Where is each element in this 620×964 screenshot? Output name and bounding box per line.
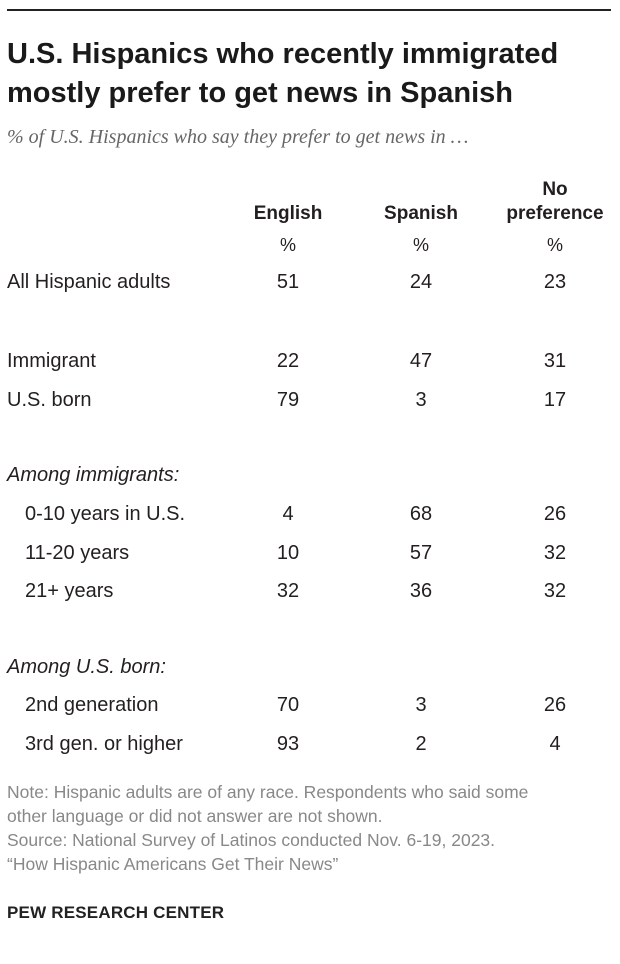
row-label: 11-20 years [25, 542, 130, 564]
cell-english: 10 [276, 542, 300, 564]
chart-title: U.S. Hispanics who recently immigrated m… [7, 38, 559, 109]
cell-spanish: 47 [409, 350, 433, 372]
cell-no-preference: 32 [543, 542, 567, 564]
cell-spanish: 3 [415, 389, 427, 411]
cell-spanish: 57 [409, 542, 433, 564]
table-row: 3rd gen. or higher 93 2 4 [0, 733, 620, 759]
row-label: All Hispanic adults [7, 271, 171, 293]
top-rule [7, 9, 611, 11]
cell-english: 79 [276, 389, 300, 411]
table-row: 11-20 years 10 57 32 [0, 542, 620, 568]
row-label: Immigrant [7, 350, 96, 372]
cell-spanish: 68 [409, 503, 433, 525]
cell-no-preference: 26 [543, 503, 567, 525]
report-title-line: “How Hispanic Americans Get Their News” [7, 854, 339, 874]
unit-label-english: % [279, 235, 296, 255]
section-label-us-born: Among U.S. born: [7, 656, 166, 678]
notes: Note: Hispanic adults are of any race. R… [7, 780, 613, 876]
table-row: 2nd generation 70 3 26 [0, 694, 620, 720]
cell-no-preference: 4 [549, 733, 561, 755]
column-header-spanish: Spanish [384, 203, 458, 224]
unit-label-spanish: % [412, 235, 429, 255]
cell-no-preference: 31 [543, 350, 567, 372]
cell-spanish: 36 [409, 580, 433, 602]
cell-english: 4 [282, 503, 294, 525]
table-row: 21+ years 32 36 32 [0, 580, 620, 606]
cell-no-preference: 32 [543, 580, 567, 602]
table-row: U.S. born 79 3 17 [0, 389, 620, 415]
table-row: 0-10 years in U.S. 4 68 26 [0, 503, 620, 529]
row-label: U.S. born [7, 389, 92, 411]
note-line: other language or did not answer are not… [7, 806, 383, 826]
cell-english: 70 [276, 694, 300, 716]
cell-english: 32 [276, 580, 300, 602]
row-label: 3rd gen. or higher [25, 733, 183, 755]
cell-spanish: 24 [409, 271, 433, 293]
brand-logo-text: PEW RESEARCH CENTER [7, 903, 225, 922]
cell-no-preference: 23 [543, 271, 567, 293]
cell-spanish: 2 [415, 733, 427, 755]
note-line: Note: Hispanic adults are of any race. R… [7, 782, 529, 802]
column-header-no-preference: No preference [506, 179, 604, 224]
source-line: Source: National Survey of Latinos condu… [7, 830, 496, 850]
cell-english: 51 [276, 271, 300, 293]
cell-spanish: 3 [415, 694, 427, 716]
unit-label-no-preference: % [546, 235, 563, 255]
cell-no-preference: 26 [543, 694, 567, 716]
cell-no-preference: 17 [543, 389, 567, 411]
cell-english: 93 [276, 733, 300, 755]
row-label: 0-10 years in U.S. [25, 503, 186, 525]
chart-subtitle: % of U.S. Hispanics who say they prefer … [7, 126, 469, 148]
cell-english: 22 [276, 350, 300, 372]
section-label-immigrants: Among immigrants: [7, 464, 180, 486]
table-row: Immigrant 22 47 31 [0, 350, 620, 376]
table-row: All Hispanic adults 51 24 23 [0, 271, 620, 297]
row-label: 21+ years [25, 580, 114, 602]
row-label: 2nd generation [25, 694, 159, 716]
column-header-english: English [253, 203, 323, 224]
